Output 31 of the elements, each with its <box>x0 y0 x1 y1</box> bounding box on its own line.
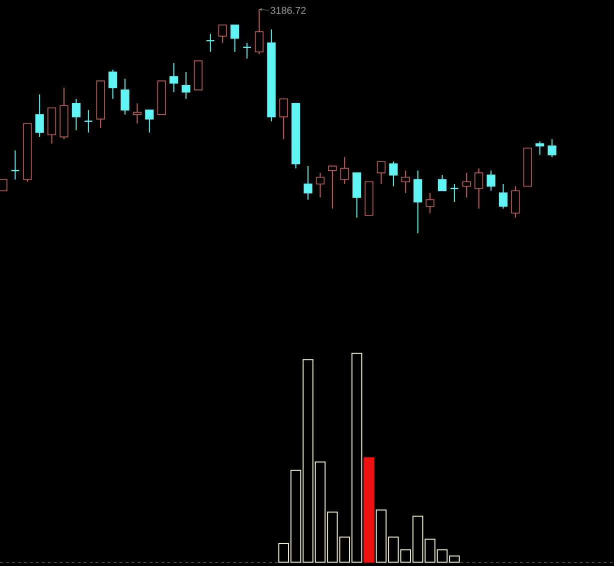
candlestick <box>414 170 422 234</box>
candlestick <box>84 110 93 133</box>
candlestick <box>328 166 337 210</box>
candlestick <box>145 110 154 133</box>
candlestick <box>498 183 508 210</box>
candlestick <box>401 170 410 194</box>
candlestick <box>548 138 556 158</box>
candlestick <box>389 161 398 187</box>
candlestick <box>304 166 312 200</box>
candlestick <box>438 174 447 192</box>
candlestick <box>536 140 544 156</box>
candlestick <box>170 62 178 93</box>
candlestick <box>486 170 496 192</box>
candlestick <box>132 102 142 124</box>
candlestick <box>340 156 349 184</box>
candlestick <box>35 94 44 138</box>
candlestick <box>72 98 81 131</box>
candlestick <box>182 72 190 100</box>
candlestick <box>511 186 520 218</box>
candlestick <box>218 24 227 44</box>
candlestick <box>108 69 118 100</box>
candlestick <box>376 161 386 184</box>
candlestick <box>120 78 130 116</box>
candlestick <box>279 98 288 140</box>
candlestick <box>426 192 434 214</box>
candlestick <box>316 172 325 198</box>
annotation: 3186.72 <box>270 6 306 14</box>
candlestick <box>462 172 471 198</box>
candlestick <box>474 168 484 210</box>
bar <box>364 457 374 563</box>
candlestick <box>230 24 240 52</box>
